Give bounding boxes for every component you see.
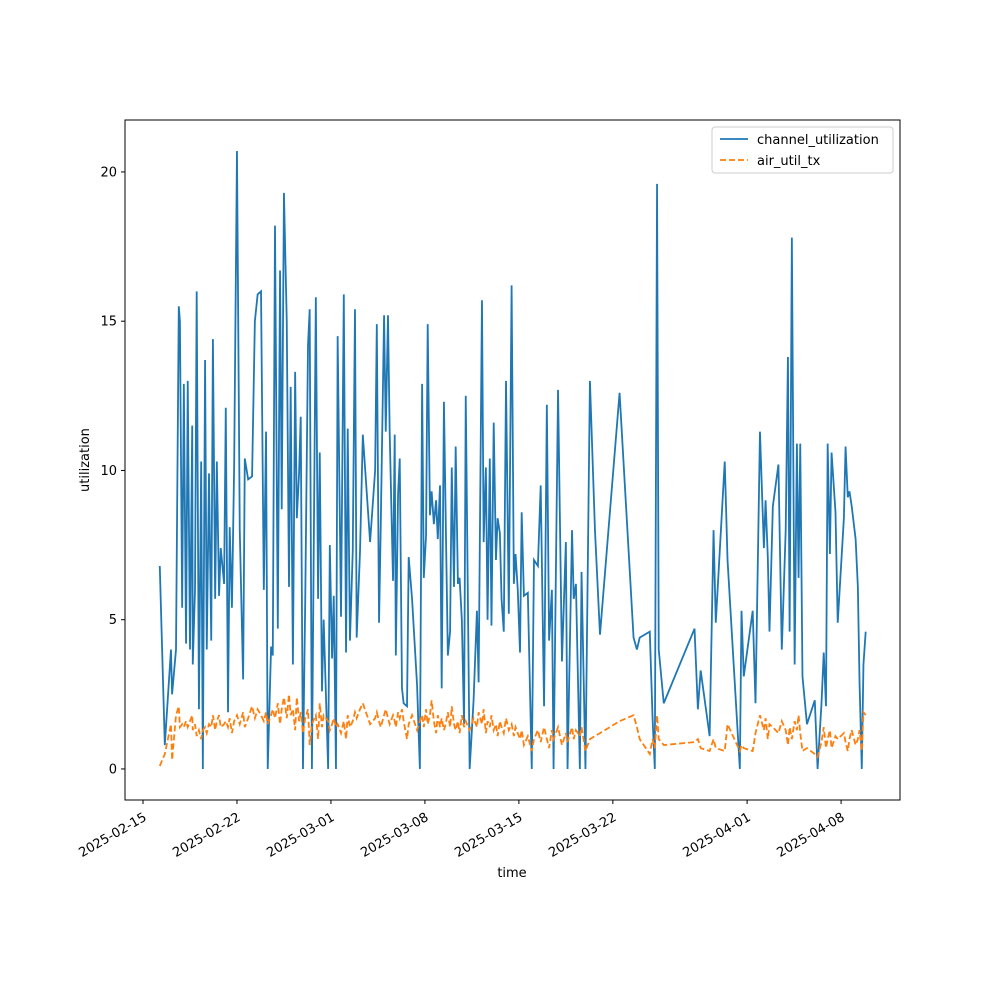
x-tick-label: 2025-03-22 bbox=[546, 810, 619, 861]
y-axis-label: utilization bbox=[78, 428, 93, 492]
y-tick-label: 15 bbox=[100, 315, 117, 330]
x-tick-label: 2025-02-22 bbox=[170, 810, 243, 861]
x-tick-label: 2025-04-08 bbox=[775, 810, 848, 861]
legend-label: channel_utilization bbox=[757, 133, 879, 148]
y-tick-label: 5 bbox=[109, 613, 117, 628]
x-tick-label: 2025-04-01 bbox=[681, 810, 754, 861]
series-line bbox=[158, 151, 867, 770]
y-tick-label: 20 bbox=[100, 165, 117, 180]
legend-label: air_util_tx bbox=[757, 154, 821, 169]
legend-box bbox=[711, 126, 894, 174]
y-tick-label: 10 bbox=[100, 464, 117, 479]
x-tick-label: 2025-03-01 bbox=[264, 810, 337, 861]
x-tick-label: 2025-03-08 bbox=[358, 810, 431, 861]
plot-frame bbox=[124, 119, 901, 801]
x-tick-label: 2025-03-15 bbox=[452, 810, 525, 861]
x-tick-label: 2025-02-15 bbox=[76, 810, 149, 861]
series-line bbox=[158, 694, 867, 767]
legend: channel_utilization air_util_tx bbox=[711, 126, 894, 174]
y-tick-label: 0 bbox=[109, 762, 117, 777]
x-axis-label: time bbox=[497, 866, 526, 881]
